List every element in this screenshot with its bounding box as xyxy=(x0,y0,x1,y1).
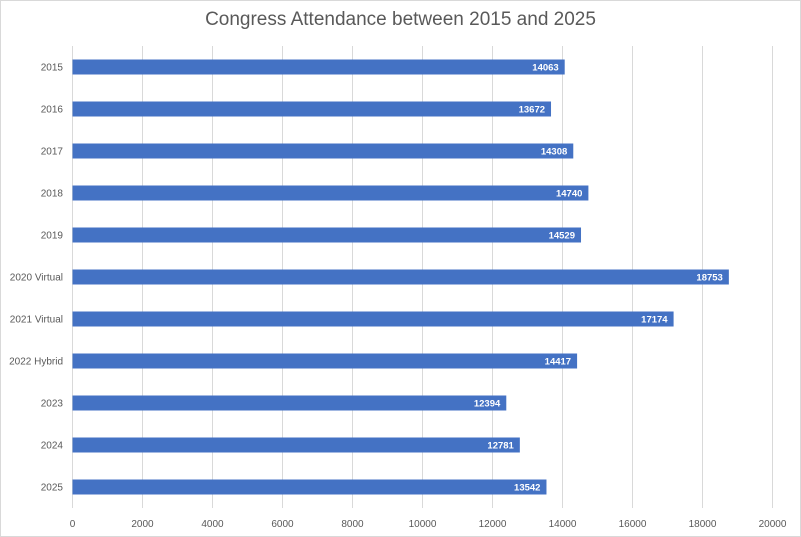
bar xyxy=(72,185,589,201)
y-tick-label: 2017 xyxy=(41,147,64,158)
data-label: 13672 xyxy=(519,105,545,116)
bar xyxy=(72,437,520,453)
y-tick-label: 2024 xyxy=(41,441,64,452)
x-tick-label: 4000 xyxy=(201,519,224,530)
data-label: 14740 xyxy=(556,189,582,200)
bar xyxy=(72,101,552,117)
x-tick-label: 16000 xyxy=(619,519,647,530)
y-tick-label: 2020 Virtual xyxy=(10,273,63,284)
chart-title: Congress Attendance between 2015 and 202… xyxy=(205,9,596,30)
x-tick-label: 12000 xyxy=(479,519,507,530)
bar xyxy=(72,395,507,411)
bar xyxy=(72,143,574,159)
bar xyxy=(72,479,547,495)
bar xyxy=(72,353,578,369)
bar xyxy=(72,311,674,327)
y-tick-label: 2018 xyxy=(41,189,64,200)
x-tick-label: 2000 xyxy=(131,519,154,530)
y-tick-label: 2022 Hybrid xyxy=(9,357,63,368)
y-tick-label: 2023 xyxy=(41,399,64,410)
data-label: 14417 xyxy=(545,357,571,368)
data-label: 14063 xyxy=(532,63,558,74)
x-tick-label: 20000 xyxy=(759,519,787,530)
y-tick-label: 2025 xyxy=(41,483,64,494)
x-tick-label: 10000 xyxy=(409,519,437,530)
data-label: 17174 xyxy=(641,315,668,326)
data-label: 18753 xyxy=(696,273,722,284)
x-tick-label: 6000 xyxy=(271,519,294,530)
y-tick-label: 2021 Virtual xyxy=(10,315,63,326)
x-tick-label: 8000 xyxy=(341,519,364,530)
x-tick-label: 18000 xyxy=(689,519,717,530)
data-label: 12781 xyxy=(487,441,514,452)
bar xyxy=(72,59,565,75)
data-label: 14529 xyxy=(549,231,575,242)
y-tick-label: 2016 xyxy=(41,105,64,116)
bar xyxy=(72,227,582,243)
bar xyxy=(72,269,729,285)
x-tick-label: 0 xyxy=(70,519,76,530)
y-tick-label: 2019 xyxy=(41,231,64,242)
data-label: 13542 xyxy=(514,483,540,494)
x-tick-label: 14000 xyxy=(549,519,577,530)
y-tick-label: 2015 xyxy=(41,63,64,74)
data-label: 14308 xyxy=(541,147,567,158)
data-label: 12394 xyxy=(474,399,501,410)
